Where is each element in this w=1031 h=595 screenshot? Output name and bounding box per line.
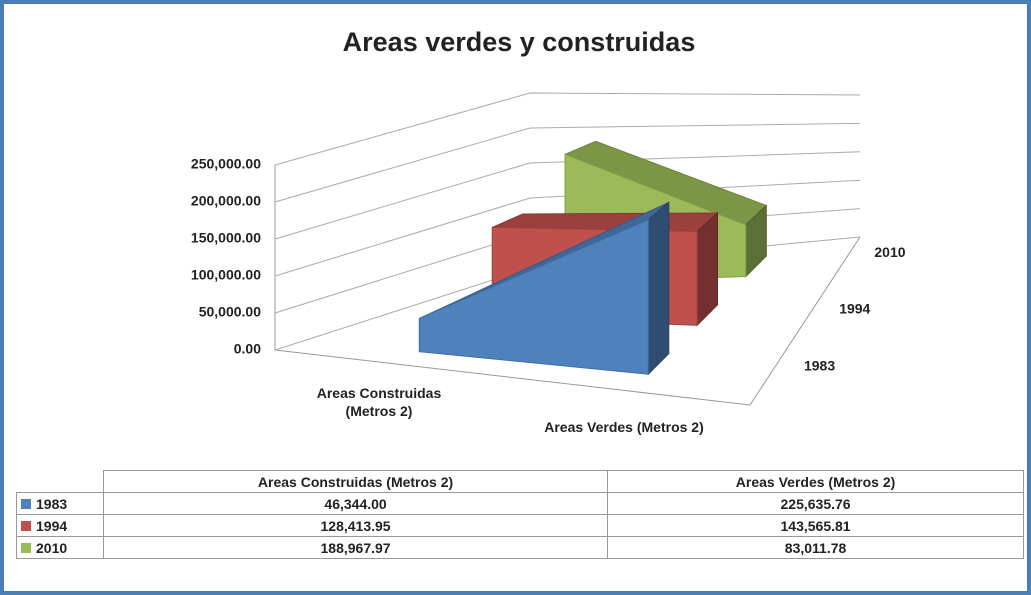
x-tick-label: Areas Verdes (Metros 2) — [544, 419, 704, 435]
data-table: Areas Construidas (Metros 2) Areas Verdes… — [16, 470, 1024, 559]
y-tick-label: 100,000.00 — [191, 267, 261, 283]
table-row: 1983 46,344.00 225,635.76 — [16, 492, 1024, 515]
table-corner — [16, 470, 104, 493]
grid-line — [274, 92, 861, 166]
depth-tick-label: 2010 — [874, 244, 905, 260]
chart: Areas verdes y construidas 0.00 50,000.00… — [191, 27, 906, 406]
area-side — [647, 201, 670, 376]
legend-swatch — [21, 498, 31, 509]
grid-line — [274, 122, 861, 203]
y-tick-label: 200,000.00 — [191, 193, 261, 209]
table-cell: 225,635.76 — [607, 492, 1024, 515]
table-header-cell: Areas Verdes (Metros 2) — [607, 470, 1024, 493]
table-header: Areas Construidas (Metros 2) Areas Verdes… — [16, 470, 1024, 493]
depth-tick-label: 1983 — [804, 358, 835, 374]
table-row: 2010 188,967.97 83,011.78 — [16, 536, 1024, 559]
legend-label: 2010 — [36, 539, 68, 556]
y-tick-label: 50,000.00 — [199, 304, 261, 320]
floor-edge — [274, 236, 861, 406]
legend-swatch — [21, 542, 31, 553]
grid-line — [274, 179, 861, 277]
table-cell: 128,413.95 — [102, 514, 609, 537]
table-row: 1994 128,413.95 143,565.81 — [16, 514, 1024, 537]
table-legend-cell: 1983 — [16, 492, 104, 515]
table-cell: 188,967.97 — [102, 536, 609, 559]
legend-label: 1983 — [36, 495, 68, 512]
legend-swatch — [21, 520, 31, 531]
table-legend-cell: 2010 — [16, 536, 104, 559]
table-cell: 143,565.81 — [607, 514, 1024, 537]
area — [418, 219, 649, 375]
table-legend-cell: 1994 — [16, 514, 104, 537]
table-cell: 83,011.78 — [607, 536, 1024, 559]
y-tick-label: 150,000.00 — [191, 230, 261, 246]
y-tick-label: 0.00 — [234, 341, 261, 357]
area-side — [696, 211, 718, 327]
table-header-cell: Areas Construidas (Metros 2) — [102, 470, 609, 493]
table-cell: 46,344.00 — [102, 492, 609, 515]
y-tick-label: 250,000.00 — [191, 156, 261, 172]
x-tick-label: Areas Construidas (Metros 2) — [316, 385, 442, 419]
grid-line — [274, 151, 861, 240]
depth-tick-label: 1994 — [839, 301, 870, 317]
chart-title: Areas verdes y construidas — [343, 27, 696, 57]
legend-label: 1994 — [36, 517, 68, 534]
